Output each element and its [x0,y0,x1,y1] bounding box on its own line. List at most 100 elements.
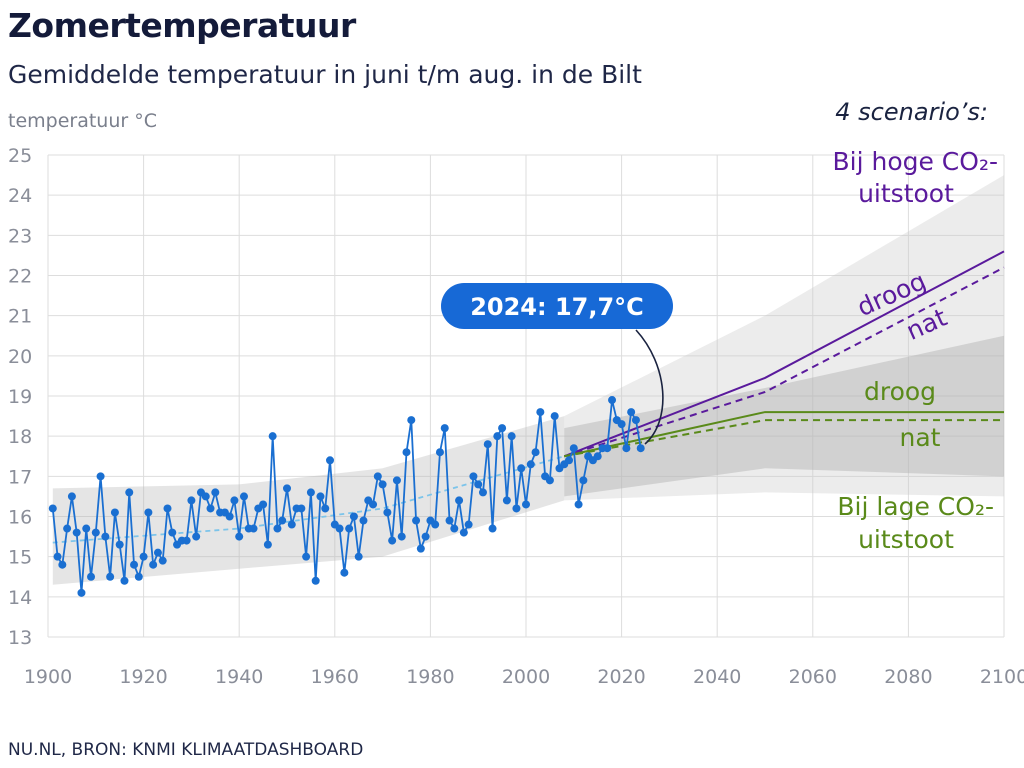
observed-point [225,512,234,521]
observed-point [493,432,502,441]
chart-title: Zomertemperatuur [8,6,356,45]
observed-point [445,516,454,525]
line-layer [51,250,1005,593]
observed-point [369,500,378,509]
future-band-outer [564,175,1004,501]
low-dry-label: droog [864,377,936,406]
observed-point [144,508,153,517]
low-wet-label: nat [900,423,941,452]
observed-point [455,496,464,505]
observed-point [392,476,401,485]
observed-point [326,456,335,465]
observed-point [536,408,545,417]
observed-point [507,432,516,441]
observed-point [402,448,411,457]
callout-bubble [441,283,673,329]
observed-point [134,572,143,581]
observed-point [388,536,397,545]
observed-point [512,504,521,513]
y-tick-label: 17 [8,466,32,488]
observed-point [421,532,430,541]
x-tick-label: 1980 [406,666,454,688]
y-tick-label: 23 [8,225,32,247]
source-footer: NU.NL, BRON: KNMI KLIMAATDASHBOARD [8,740,364,760]
x-tick-label: 1940 [215,666,263,688]
observed-point [139,552,148,561]
observed-point [187,496,196,505]
observed-point [249,524,258,533]
observed-point [201,492,210,501]
observed-point [440,424,449,433]
low-emission-label-line2: uitstoot [858,525,954,554]
observed-point [239,492,248,501]
observed-point [517,464,526,473]
x-tick-label: 2100 [980,666,1024,688]
observed-point [63,524,72,533]
observed-point [87,572,96,581]
y-tick-label: 21 [8,306,32,328]
observed-point [435,448,444,457]
y-tick-label: 14 [8,587,32,609]
observed-point [488,524,497,533]
observed-line [51,399,642,593]
x-tick-label: 2060 [789,666,837,688]
observed-point [373,472,382,481]
observed-point [608,396,617,405]
observed-point [230,496,239,505]
observed-point [450,524,459,533]
observed-point [565,456,574,465]
point-layer [48,396,645,597]
observed-point [345,524,354,533]
observed-point [192,532,201,541]
high-emission-label-line2: uitstoot [858,179,954,208]
observed-point [163,504,172,513]
observed-point [631,416,640,425]
observed-point [574,500,583,509]
observed-point [153,548,162,557]
observed-point [603,444,612,453]
observed-point [412,516,421,525]
callout-text: 2024: 17,7°C [470,293,644,321]
observed-point [206,504,215,513]
y-tick-label: 16 [8,507,32,529]
high-wet-line [563,266,1005,458]
observed-point [72,528,81,537]
y-axis-label: temperatuur °C [8,110,158,132]
x-tick-label: 2080 [884,666,932,688]
x-tick-label: 1920 [119,666,167,688]
y-tick-label: 20 [8,346,32,368]
observed-point [168,528,177,537]
observed-point [58,560,67,569]
observed-point [273,524,282,533]
observed-point [259,500,268,509]
grid-layer [47,154,1005,638]
observed-point [77,588,86,597]
future-band-inner [564,335,1004,497]
observed-point [498,424,507,433]
observed-point [101,532,110,541]
observed-point [67,492,76,501]
observed-point [48,504,57,513]
observed-point [627,408,636,417]
callout-connector [635,329,664,445]
observed-point [182,536,191,545]
y-tick-label: 22 [8,266,32,288]
observed-point [464,520,473,529]
observed-point [636,444,645,453]
y-tick-label: 13 [8,627,32,649]
observed-point [622,444,631,453]
observed-point [235,532,244,541]
y-tick-label: 24 [8,185,32,207]
observed-point [106,572,115,581]
observed-point [115,540,124,549]
observed-point [96,472,105,481]
high-emission-label-line1: Bij hoge CO₂- [832,147,998,176]
observed-point [278,516,287,525]
observed-point [158,556,167,565]
observed-point [302,552,311,561]
observed-point [550,412,559,421]
observed-point [569,444,578,453]
x-tick-label: 2000 [502,666,550,688]
observed-point [349,512,358,521]
